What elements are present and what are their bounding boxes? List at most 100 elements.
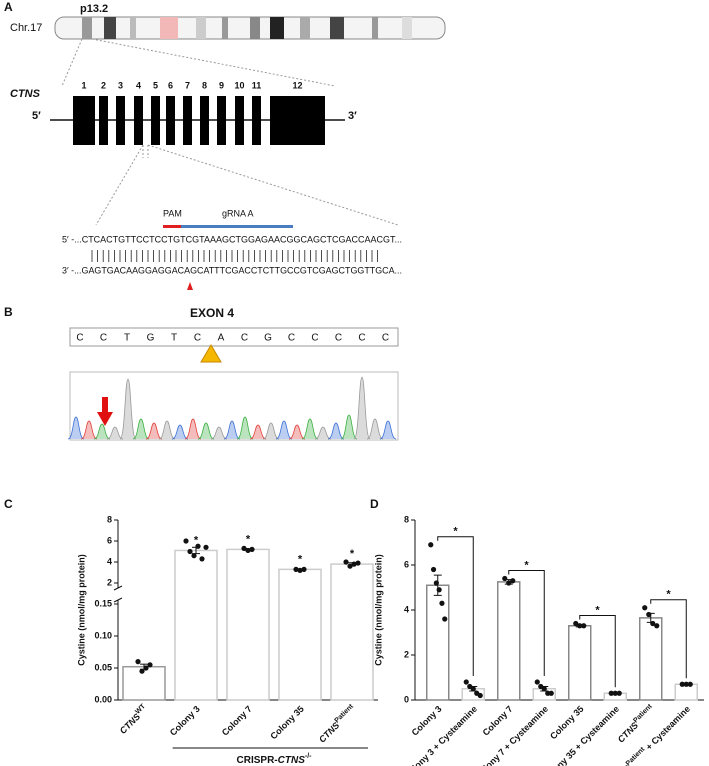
chromatogram bbox=[67, 376, 397, 440]
category: Colony 7 bbox=[220, 704, 254, 738]
exon bbox=[252, 96, 261, 145]
axis-break bbox=[113, 597, 123, 603]
group-gene: CTNS bbox=[278, 755, 306, 766]
strand-top: 5′ -...CTCACTGTTCCTCCTGTCGTAAAGCTGGAGAAC… bbox=[62, 234, 402, 244]
data-point bbox=[502, 575, 508, 582]
category-superscript: Patient bbox=[333, 702, 355, 724]
gene-label: CTNS bbox=[10, 88, 41, 100]
chromosome-label: Chr.17 bbox=[10, 22, 42, 34]
cut-marker bbox=[187, 282, 193, 290]
comparison-bracket bbox=[437, 536, 474, 676]
data-point bbox=[687, 681, 693, 687]
data-point bbox=[650, 620, 656, 627]
data-point bbox=[683, 681, 689, 687]
zoom-line bbox=[61, 38, 83, 87]
chromosome bbox=[54, 16, 446, 40]
zoom-line bbox=[147, 144, 399, 226]
data-point bbox=[147, 662, 153, 668]
category: Colony 3 bbox=[168, 704, 202, 738]
group-prefix: CRISPR- bbox=[237, 755, 278, 766]
peak bbox=[210, 426, 228, 440]
comparison-bracket bbox=[508, 570, 545, 676]
axis-break bbox=[113, 585, 123, 591]
data-point bbox=[581, 623, 587, 629]
exon bbox=[166, 96, 175, 145]
data-point bbox=[436, 587, 442, 593]
data-point bbox=[249, 546, 255, 553]
peak bbox=[171, 424, 189, 440]
y-tick-label: 8 bbox=[404, 514, 409, 524]
bar bbox=[426, 584, 450, 701]
category-superscript: Patient bbox=[632, 702, 654, 724]
exon bbox=[73, 96, 95, 145]
peak bbox=[197, 422, 215, 440]
y-tick-label: 6 bbox=[107, 535, 112, 545]
data-point bbox=[608, 690, 614, 696]
category-superscript: WT bbox=[134, 702, 147, 715]
category: Colony 7 bbox=[481, 704, 515, 738]
x-tick-label: Colony 3 bbox=[168, 704, 202, 738]
peak bbox=[288, 424, 306, 440]
data-point bbox=[470, 686, 476, 692]
exon-number: 5 bbox=[153, 80, 158, 90]
bar bbox=[639, 617, 663, 701]
exon-number: 6 bbox=[168, 80, 173, 90]
data-point bbox=[199, 556, 205, 562]
peak bbox=[145, 422, 163, 440]
y-axis-label: Cystine (nmol/mg protein) bbox=[373, 554, 383, 666]
zoom-line bbox=[95, 144, 144, 226]
base: T bbox=[124, 333, 130, 344]
y-tick-label: 4 bbox=[107, 556, 112, 566]
peak bbox=[340, 414, 358, 440]
bar bbox=[278, 568, 322, 701]
pam-label: PAM bbox=[163, 208, 182, 218]
exon-number: 8 bbox=[202, 80, 207, 90]
peak bbox=[353, 376, 371, 440]
data-point bbox=[612, 690, 618, 696]
panel-label: D bbox=[370, 497, 379, 511]
base-box bbox=[69, 327, 399, 347]
peak bbox=[106, 426, 124, 440]
base: A bbox=[218, 333, 225, 344]
data-point bbox=[293, 566, 299, 572]
y-tick-label: 0.10 bbox=[94, 630, 112, 640]
peak bbox=[93, 423, 111, 440]
y-tick-label: 2 bbox=[107, 577, 112, 587]
strand-bottom: 3′ -...GAGTGACAAGGAGGACAGCATTTCGACCTCTTG… bbox=[62, 265, 402, 275]
pam-bar bbox=[163, 225, 181, 228]
y-tick-label: 8 bbox=[107, 514, 112, 524]
y-tick-label: 4 bbox=[404, 604, 409, 614]
data-point bbox=[616, 690, 622, 696]
data-point bbox=[534, 679, 540, 685]
significance-star: * bbox=[246, 533, 251, 545]
base: C bbox=[358, 333, 365, 344]
data-point bbox=[347, 563, 353, 569]
peak bbox=[184, 418, 202, 440]
x-tick-label: Colony 7 bbox=[220, 704, 254, 738]
base-pairs bbox=[91, 250, 379, 262]
peak bbox=[80, 420, 98, 440]
panel-label: B bbox=[4, 305, 13, 319]
data-point bbox=[541, 686, 547, 692]
peak bbox=[119, 378, 137, 440]
arrow bbox=[97, 397, 113, 426]
data-point bbox=[135, 659, 141, 665]
x-tick-label: Colony 35 bbox=[548, 704, 585, 741]
data-point bbox=[679, 681, 685, 687]
bar bbox=[174, 549, 218, 701]
data-point bbox=[573, 620, 579, 627]
data-point bbox=[442, 616, 448, 622]
data-point bbox=[355, 560, 361, 566]
peak bbox=[158, 420, 176, 440]
data-point bbox=[433, 580, 439, 586]
base: C bbox=[382, 333, 389, 344]
data-point bbox=[477, 692, 483, 699]
significance-star: * bbox=[666, 589, 671, 601]
exon-number: 12 bbox=[292, 80, 302, 90]
y-tick-label: 0.00 bbox=[94, 694, 112, 704]
peak bbox=[379, 420, 397, 440]
exon bbox=[235, 96, 244, 145]
category: Colony 35 bbox=[269, 704, 306, 741]
exon bbox=[200, 96, 209, 145]
exon-number: 10 bbox=[234, 80, 244, 90]
